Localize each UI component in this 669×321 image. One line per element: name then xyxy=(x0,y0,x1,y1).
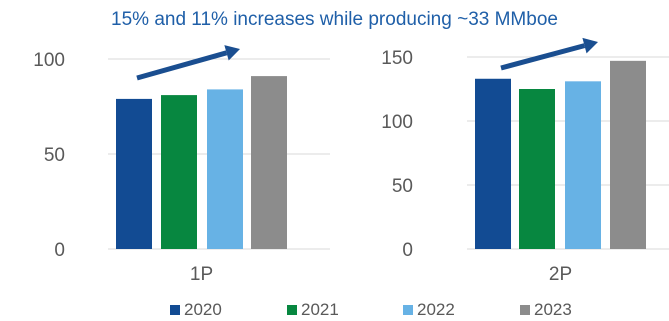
legend-swatch-2022 xyxy=(403,305,413,315)
bar-1P-2022 xyxy=(207,89,243,250)
chart-canvas: 0 50 100 1P 0 50 100 150 2P xyxy=(33,37,669,285)
y-tick-label-1-0: 0 xyxy=(402,240,413,261)
legend-item-2021: 2021 xyxy=(287,300,339,320)
trend-arrow-shaft-1 xyxy=(500,43,586,71)
trend-arrow-head-1 xyxy=(582,37,598,54)
chart-title: 15% and 11% increases while producing ~3… xyxy=(111,9,558,30)
legend-item-2023: 2023 xyxy=(520,300,572,320)
y-tick-label-0-1: 50 xyxy=(44,145,65,166)
legend: 2020 2021 2022 2023 xyxy=(0,300,669,320)
category-label-1P: 1P xyxy=(190,264,213,285)
bar-2P-2021 xyxy=(519,89,555,249)
bar-2P-2022 xyxy=(565,81,601,249)
legend-label-2023: 2023 xyxy=(534,300,572,319)
legend-item-2020: 2020 xyxy=(170,300,222,320)
legend-item-2022: 2022 xyxy=(403,300,455,320)
bar-2P-2023 xyxy=(610,60,646,250)
legend-label-2021: 2021 xyxy=(301,300,339,319)
y-tick-label-0-0: 0 xyxy=(54,240,65,261)
legend-swatch-2020 xyxy=(170,305,180,315)
y-tick-label-0-2: 100 xyxy=(33,50,65,71)
category-label-2P: 2P xyxy=(549,264,572,285)
bar-1P-2021 xyxy=(161,95,197,249)
legend-label-2022: 2022 xyxy=(417,300,455,319)
bar-1P-2023 xyxy=(251,76,287,249)
bar-1P-2020 xyxy=(116,98,152,250)
y-tick-label-1-3: 150 xyxy=(381,48,413,69)
y-tick-label-1-1: 50 xyxy=(392,176,413,197)
legend-label-2020: 2020 xyxy=(184,300,222,319)
legend-swatch-2023 xyxy=(520,305,530,315)
trend-arrow-shaft-0 xyxy=(136,50,228,81)
trend-arrow-head-0 xyxy=(224,45,240,61)
y-tick-label-1-2: 100 xyxy=(381,112,413,133)
bar-2P-2020 xyxy=(475,78,511,249)
legend-swatch-2021 xyxy=(287,305,297,315)
